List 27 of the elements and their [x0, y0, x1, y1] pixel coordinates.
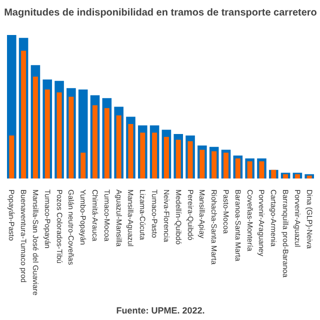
bar [188, 141, 193, 178]
bar [271, 170, 276, 178]
bar [92, 105, 98, 178]
source-note: Fuente: UPME. 2022. [116, 306, 205, 316]
bar [80, 152, 86, 178]
bar [32, 76, 38, 178]
bar [223, 152, 228, 178]
bar [140, 132, 146, 178]
bar [21, 50, 26, 178]
bar [104, 108, 110, 178]
bar [294, 174, 300, 178]
bar [164, 136, 169, 178]
bar [259, 161, 264, 178]
bar [68, 96, 74, 178]
bar [235, 158, 240, 178]
chart-title: Magnitudes de indisponibilidad en tramos de transporte carretero [4, 8, 317, 18]
bar [56, 92, 62, 178]
bar [176, 140, 181, 178]
bar [9, 135, 14, 178]
bar [200, 150, 205, 178]
bar [152, 132, 158, 178]
bar [283, 174, 288, 178]
bar [116, 115, 122, 178]
bar [128, 124, 134, 178]
bar [212, 151, 217, 178]
bar [247, 161, 252, 178]
bar [44, 90, 50, 178]
